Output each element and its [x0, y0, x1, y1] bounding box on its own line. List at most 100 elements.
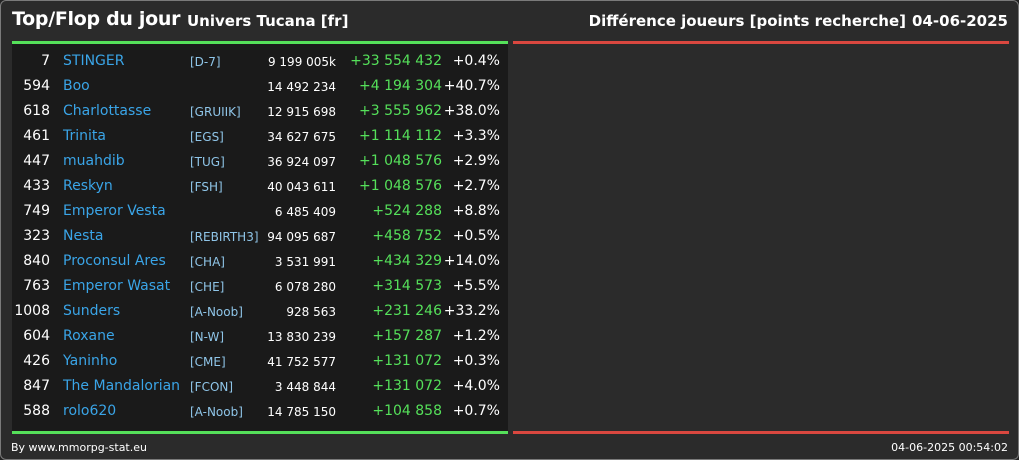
points-cell: 41 752 577	[267, 355, 336, 369]
points-cell: 14 492 234	[267, 80, 336, 94]
player-name-link[interactable]: Sunders	[63, 303, 121, 319]
percent-cell: +38.0%	[443, 103, 500, 119]
player-name-link[interactable]: Emperor Vesta	[63, 203, 166, 219]
points-cell: 9 199 005k	[267, 55, 336, 69]
bottom-losers-divider	[513, 431, 1009, 434]
player-name-link[interactable]: Boo	[63, 78, 90, 94]
diff-cell: +131 072	[372, 378, 442, 394]
footer-credit: By www.mmorpg-stat.eu	[11, 441, 147, 454]
percent-cell: +2.7%	[452, 178, 500, 194]
points-cell: 34 627 675	[267, 130, 336, 144]
percent-cell: +5.5%	[452, 278, 500, 294]
player-name-link[interactable]: The Mandalorian	[63, 378, 181, 394]
percent-cell: +33.2%	[443, 303, 500, 319]
rank-cell: 847	[23, 378, 50, 394]
alliance-tag: [EGS]	[190, 130, 224, 144]
player-name-link[interactable]: Yaninho	[63, 353, 118, 369]
bottom-gainers-divider	[12, 431, 508, 434]
diff-cell: +434 329	[372, 253, 442, 269]
diff-cell: +4 194 304	[359, 78, 442, 94]
alliance-tag: [N-W]	[190, 330, 225, 344]
alliance-tag: [FCON]	[190, 380, 234, 394]
table-row: 763 Emperor Wasat [CHE] 6 078 280 +314 573 +5…	[12, 274, 508, 299]
diff-cell: +33 554 432	[350, 53, 442, 69]
percent-cell: +0.4%	[452, 53, 500, 69]
table-row: 323 Nesta [REBIRTH3] 94 095 687 +458 752 +0.5…	[12, 224, 508, 249]
player-name-link[interactable]: muahdib	[63, 153, 125, 169]
alliance-tag: [GRUIIK]	[190, 105, 241, 119]
table-row: 426 Yaninho [CME] 41 752 577 +131 072 +0.3%	[12, 349, 508, 374]
diff-cell: +524 288	[372, 203, 442, 219]
points-cell: 12 915 698	[267, 105, 336, 119]
diff-cell: +1 048 576	[359, 178, 442, 194]
percent-cell: +14.0%	[443, 253, 500, 269]
rank-cell: 7	[41, 53, 50, 69]
player-name-link[interactable]: Trinita	[63, 128, 106, 144]
table-row: 604 Roxane [N-W] 13 830 239 +157 287 +1.2%	[12, 324, 508, 349]
player-name-link[interactable]: Emperor Wasat	[63, 278, 171, 294]
table-row: 618 Charlottasse [GRUIIK] 12 915 698 +3 555 …	[12, 99, 508, 124]
rank-cell: 1008	[14, 303, 50, 319]
rank-cell: 588	[23, 403, 50, 419]
table-row: 461 Trinita [EGS] 34 627 675 +1 114 112 +3.3%	[12, 124, 508, 149]
alliance-tag: [A-Noob]	[190, 405, 243, 419]
server-label: Univers Tucana [fr]	[187, 12, 349, 30]
rank-cell: 840	[23, 253, 50, 269]
metric-label: Différence joueurs [points recherche]	[588, 12, 906, 30]
percent-cell: +3.3%	[452, 128, 500, 144]
header-date: 04-06-2025	[912, 12, 1008, 30]
table-row: 588 rolo620 [A-Noob] 14 785 150 +104 858 +0.7…	[12, 399, 508, 424]
footer-timestamp: 04-06-2025 00:54:02	[891, 441, 1008, 454]
player-name-link[interactable]: Nesta	[63, 228, 104, 244]
rank-cell: 461	[23, 128, 50, 144]
diff-cell: +131 072	[372, 353, 442, 369]
percent-cell: +40.7%	[443, 78, 500, 94]
rank-cell: 594	[23, 78, 50, 94]
alliance-tag: [D-7]	[190, 55, 221, 69]
player-name-link[interactable]: Roxane	[63, 328, 115, 344]
percent-cell: +0.3%	[452, 353, 500, 369]
rank-cell: 749	[23, 203, 50, 219]
alliance-tag: [CME]	[190, 355, 226, 369]
rank-cell: 604	[23, 328, 50, 344]
top-losers-table	[513, 44, 1009, 431]
diff-cell: +104 858	[372, 403, 442, 419]
points-cell: 40 043 611	[267, 180, 336, 194]
points-cell: 6 485 409	[274, 205, 336, 219]
points-cell: 3 448 844	[274, 380, 336, 394]
diff-cell: +231 246	[372, 303, 442, 319]
alliance-tag: [TUG]	[190, 155, 225, 169]
rank-cell: 447	[23, 153, 50, 169]
points-cell: 36 924 097	[267, 155, 336, 169]
player-name-link[interactable]: Reskyn	[63, 178, 113, 194]
alliance-tag: [REBIRTH3]	[190, 230, 259, 244]
points-cell: 6 078 280	[274, 280, 336, 294]
points-cell: 3 531 991	[274, 255, 336, 269]
diff-cell: +458 752	[372, 228, 442, 244]
player-name-link[interactable]: Proconsul Ares	[63, 253, 166, 269]
player-name-link[interactable]: rolo620	[63, 403, 117, 419]
diff-cell: +3 555 962	[359, 103, 442, 119]
percent-cell: +0.7%	[452, 403, 500, 419]
table-row: 7 STINGER [D-7] 9 199 005k +33 554 432 +0.4%	[12, 49, 508, 74]
rank-cell: 433	[23, 178, 50, 194]
diff-cell: +314 573	[372, 278, 442, 294]
alliance-tag: [CHE]	[190, 280, 225, 294]
points-cell: 928 563	[286, 305, 336, 319]
points-cell: 94 095 687	[267, 230, 336, 244]
percent-cell: +1.2%	[452, 328, 500, 344]
table-row: 433 Reskyn [FSH] 40 043 611 +1 048 576 +2.7%	[12, 174, 508, 199]
player-name-link[interactable]: STINGER	[63, 53, 125, 69]
top-gainers-table: 7 STINGER [D-7] 9 199 005k +33 554 432 +0.4% 5…	[12, 44, 508, 431]
player-name-link[interactable]: Charlottasse	[63, 103, 152, 119]
percent-cell: +4.0%	[452, 378, 500, 394]
percent-cell: +0.5%	[452, 228, 500, 244]
percent-cell: +8.8%	[452, 203, 500, 219]
rank-cell: 618	[23, 103, 50, 119]
table-row: 1008 Sunders [A-Noob] 928 563 +231 246 +33.2%	[12, 299, 508, 324]
top-gainers-divider	[12, 41, 508, 44]
table-row: 594 Boo 14 492 234 +4 194 304 +40.7%	[12, 74, 508, 99]
alliance-tag: [A-Noob]	[190, 305, 243, 319]
rank-cell: 426	[23, 353, 50, 369]
